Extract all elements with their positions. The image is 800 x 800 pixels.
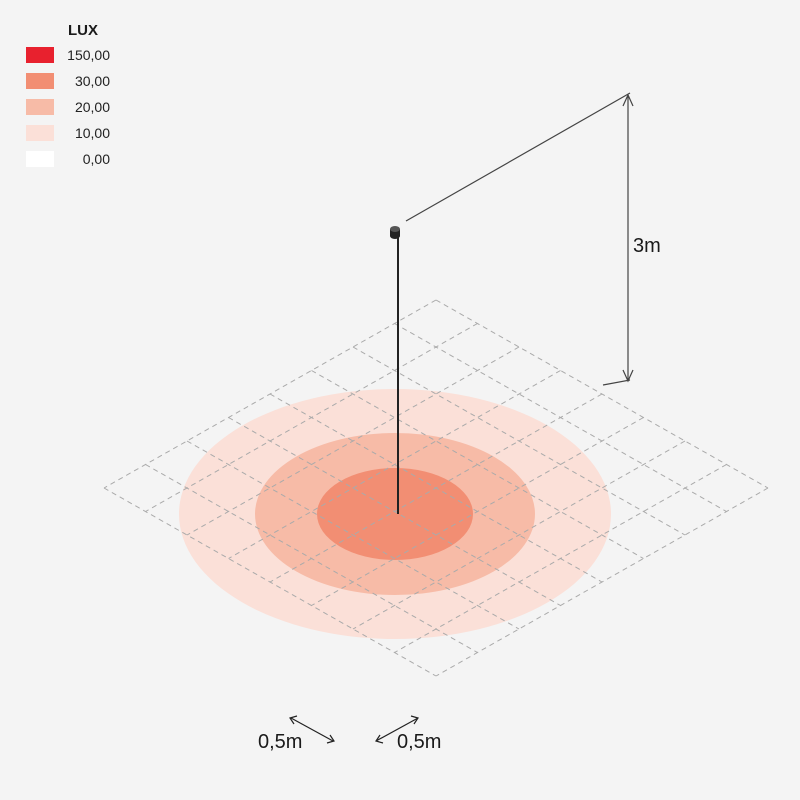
grid-line bbox=[186, 440, 520, 630]
legend-swatch bbox=[26, 47, 54, 63]
height-label: 3m bbox=[633, 235, 661, 257]
legend-value: 20,00 bbox=[74, 99, 110, 115]
legend-value: 0,00 bbox=[82, 151, 110, 167]
legend-swatch bbox=[26, 73, 54, 89]
grid-line bbox=[352, 440, 686, 630]
height-dimension bbox=[405, 92, 634, 386]
luminaire-icon bbox=[390, 226, 400, 239]
zone-30-lux bbox=[317, 468, 473, 560]
grid-line bbox=[269, 393, 603, 583]
grid-line bbox=[311, 370, 644, 559]
legend-title: LUX bbox=[68, 22, 98, 39]
legend-item: 150,00 bbox=[26, 42, 146, 68]
legend-value: 150,00 bbox=[67, 47, 110, 63]
grid-spacing-dimension-left bbox=[289, 715, 335, 744]
grid-line bbox=[352, 346, 686, 536]
grid-line bbox=[145, 464, 478, 653]
legend-swatch bbox=[26, 99, 54, 115]
grid-spacing-dimension-right bbox=[375, 715, 419, 744]
grid-x-label: 0,5m bbox=[258, 731, 302, 753]
grid-line bbox=[311, 417, 644, 606]
legend-swatch bbox=[26, 151, 54, 167]
legend-item: 10,00 bbox=[26, 120, 146, 146]
legend-value: 10,00 bbox=[74, 125, 110, 141]
illuminance-zones bbox=[179, 389, 611, 639]
grid-line bbox=[103, 487, 437, 677]
grid-line bbox=[186, 346, 520, 536]
legend-value: 30,00 bbox=[74, 73, 110, 89]
grid-y-label: 0,5m bbox=[397, 731, 441, 753]
legend-item: 20,00 bbox=[26, 94, 146, 120]
grid-line bbox=[435, 487, 769, 677]
floor-grid bbox=[103, 299, 769, 677]
grid-line bbox=[394, 464, 727, 653]
legend-item: 30,00 bbox=[26, 68, 146, 94]
grid-line bbox=[228, 370, 561, 559]
grid-line bbox=[228, 417, 561, 606]
legend-item: 0,00 bbox=[26, 146, 146, 172]
lux-legend: LUX 150,00 30,00 20,00 10,00 0,00 bbox=[26, 20, 146, 172]
legend-swatch bbox=[26, 125, 54, 141]
